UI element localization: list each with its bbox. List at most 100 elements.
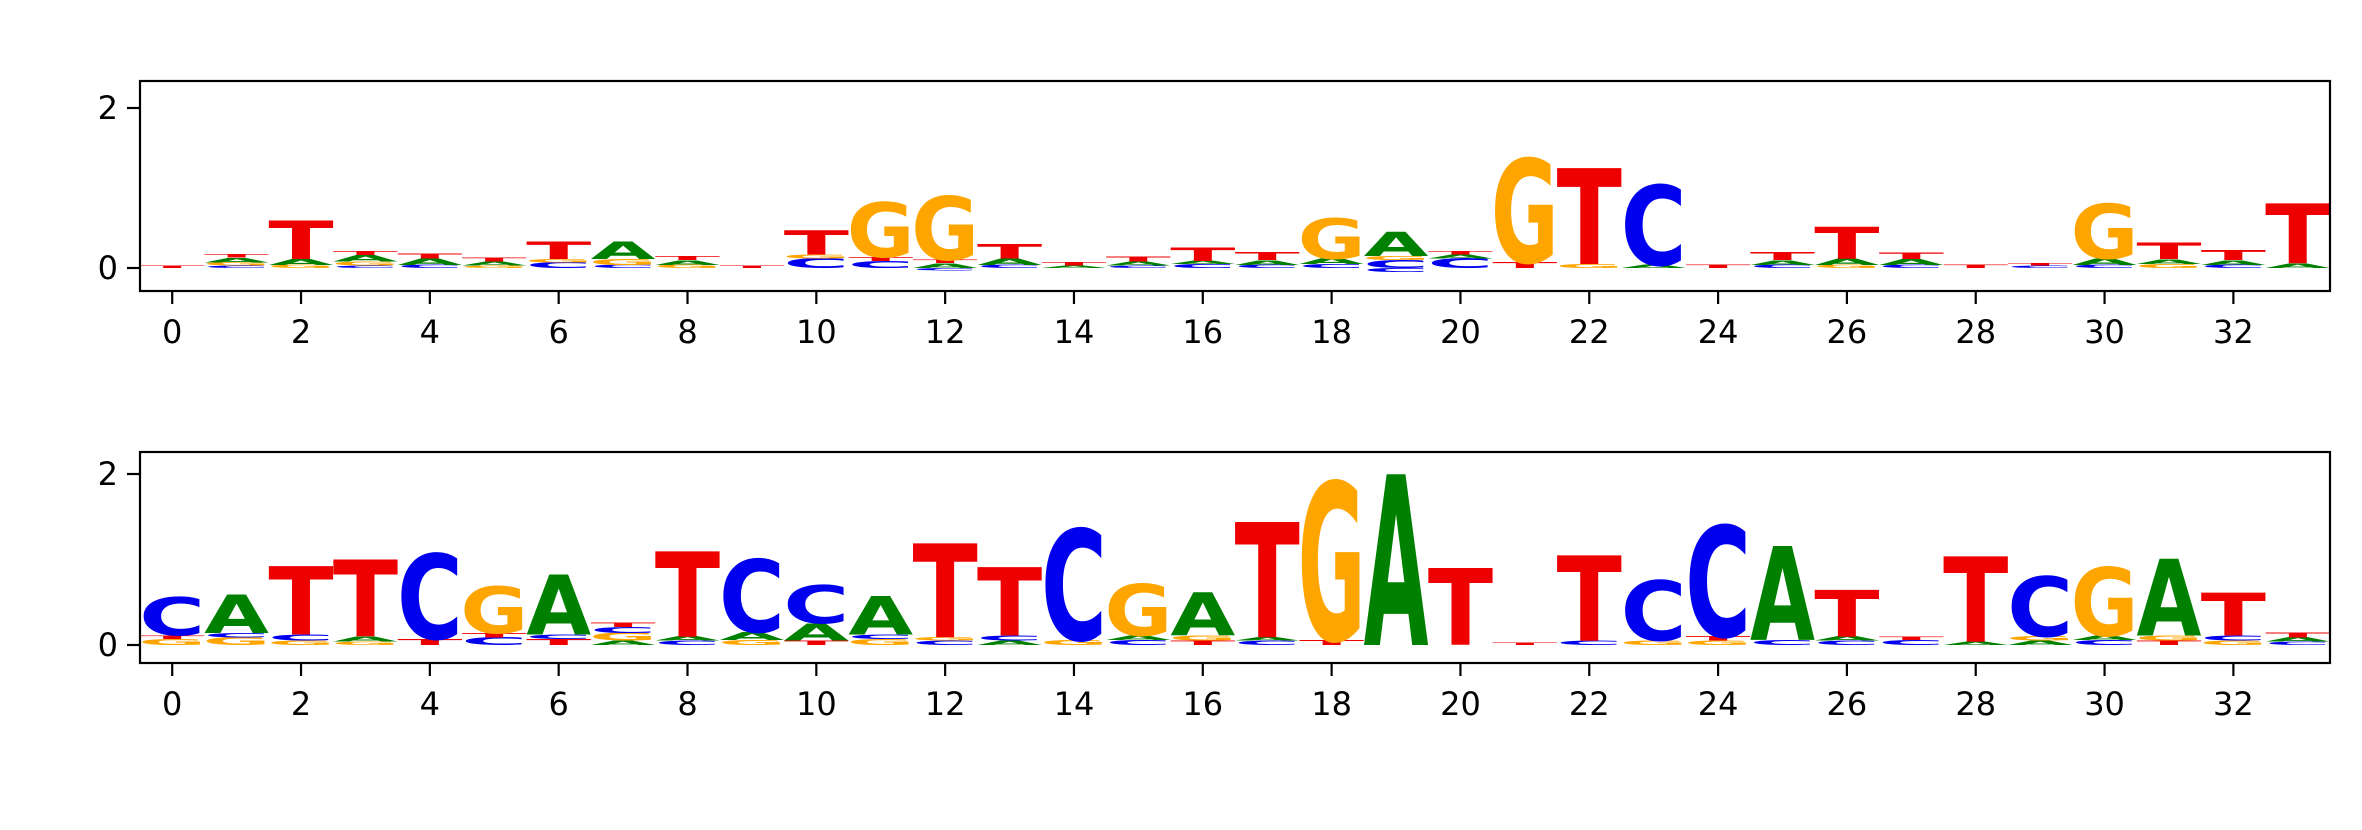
x-tick-label: 4	[420, 313, 440, 351]
logo-letter: C	[719, 541, 785, 656]
logo-letter: G	[1684, 640, 1752, 647]
logo-letter: A	[1106, 635, 1171, 642]
logo-letter: G	[203, 262, 271, 267]
logo-letter: C	[1234, 640, 1300, 647]
logo-letter: C	[783, 576, 849, 637]
x-tick-label: 8	[677, 685, 697, 723]
logo-letter: G	[460, 265, 528, 269]
logo-letter: C	[268, 633, 334, 642]
logo-letter: T	[848, 256, 913, 262]
logo-letter: A	[848, 586, 913, 648]
x-tick-label: 26	[1827, 685, 1868, 723]
logo-letter: C	[1556, 640, 1622, 647]
logo-letter: C	[526, 634, 592, 641]
logo-letter: T	[655, 529, 720, 665]
logo-letter: A	[1106, 261, 1171, 267]
logo-letter: G	[1104, 571, 1172, 653]
logo-letter: G	[1362, 255, 1430, 261]
logo-letter: G	[847, 188, 915, 275]
x-tick-label: 0	[162, 685, 182, 723]
logo-letter: T	[1750, 250, 1816, 263]
logo-letter: C	[1621, 163, 1687, 291]
logo-letter: T	[1943, 264, 2008, 269]
logo-letter: C	[977, 634, 1043, 642]
logo-letter: G	[525, 258, 593, 263]
logo-letter: T	[1814, 218, 1880, 269]
logo-letter: G	[654, 264, 722, 269]
logo-letter: T	[462, 632, 527, 639]
x-tick-label: 14	[1054, 685, 1095, 723]
logo-letter: A	[913, 262, 978, 270]
logo-letter: A	[1428, 253, 1493, 259]
x-tick-label: 10	[796, 313, 837, 351]
logo-letter: A	[2072, 635, 2137, 642]
logo-letter: G	[718, 639, 786, 647]
logo-letter: T	[333, 539, 399, 662]
logo-letter: C	[2200, 634, 2266, 642]
x-tick-label: 10	[796, 685, 837, 723]
logo-letter: T	[333, 250, 398, 256]
logo-letter: G	[1555, 263, 1623, 269]
logo-letter: C	[397, 264, 463, 269]
logo-letter: C	[912, 640, 978, 647]
logo-letter: A	[204, 584, 269, 646]
logo-letter: T	[1814, 577, 1880, 652]
logo-letter: C	[332, 265, 398, 269]
logo-letter: A	[1299, 257, 1364, 266]
logo-letter: G	[267, 640, 335, 647]
logo-letter: G	[2006, 635, 2074, 642]
logo-letter: T	[462, 257, 527, 263]
logo-letter: A	[333, 635, 398, 643]
logo-letter: G	[267, 264, 335, 269]
logo-letter: C	[1234, 264, 1300, 269]
logo-letter: C	[1814, 640, 1880, 647]
logo-letter: G	[332, 641, 400, 646]
logo-letter: C	[1105, 265, 1171, 269]
logo-letter: G	[1169, 634, 1237, 642]
logo-letter: G	[911, 180, 979, 282]
logo-letter: A	[1943, 641, 2008, 646]
logo-letter: C	[848, 634, 914, 641]
logo-letter: A	[977, 640, 1042, 647]
logo-letter: T	[397, 252, 462, 260]
logo-letter: C	[912, 267, 978, 271]
logo-letter: T	[1492, 261, 1557, 270]
logo-letter: C	[2007, 265, 2073, 269]
logo-letter: A	[1042, 265, 1107, 269]
logo-letter: C	[590, 626, 656, 635]
logo-letter: A	[1364, 226, 1429, 264]
logo-letter: T	[2265, 631, 2330, 639]
logo-letter: C	[2200, 264, 2266, 269]
logo-letter: T	[1557, 533, 1622, 669]
x-tick-label: 8	[677, 313, 697, 351]
x-tick-label: 22	[1569, 313, 1610, 351]
logo-letter: T	[397, 638, 462, 648]
logo-letter: T	[2136, 640, 2201, 647]
logo-letter: C	[2265, 641, 2331, 646]
logo-letter: T	[2008, 263, 2073, 267]
logo-letter: C	[2072, 264, 2138, 269]
logo-letter: A	[2137, 258, 2202, 266]
logo-letter: T	[2201, 248, 2267, 263]
logo-letter: A	[977, 257, 1042, 267]
logo-letter: C	[1041, 500, 1107, 677]
logo-letter: T	[655, 255, 720, 261]
logo-letter: C	[1749, 264, 1815, 269]
x-tick-label: 6	[548, 313, 568, 351]
logo-letter: T	[1685, 635, 1750, 642]
logo-letter: A	[1814, 635, 1879, 642]
axes-box	[138, 450, 2332, 665]
x-tick-label: 20	[1440, 685, 1481, 723]
x-tick-label: 6	[548, 685, 568, 723]
x-tick-label: 2	[291, 685, 311, 723]
logo-letter: T	[1943, 534, 2008, 670]
logo-letter: A	[1235, 636, 1300, 641]
x-tick-label: 30	[2084, 685, 2125, 723]
logo-letter: A	[1364, 429, 1429, 701]
x-tick-label: 18	[1311, 685, 1352, 723]
x-tick-label: 30	[2084, 313, 2125, 351]
logo-letter: T	[1879, 636, 1944, 641]
logo-letter: G	[782, 253, 850, 259]
logo-letter: T	[268, 549, 334, 658]
